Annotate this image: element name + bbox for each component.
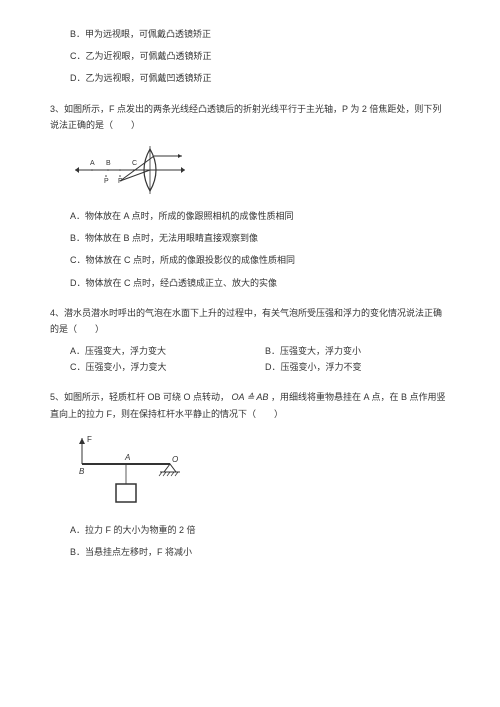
q3-option-b: B．物体放在 B 点时，无法用眼睛直接观察到像 [70, 230, 450, 246]
svg-text:F: F [87, 435, 92, 444]
q2-option-b: B．甲为远视眼，可佩戴凸透镜矫正 [70, 26, 450, 42]
q2-option-c: C．乙为近视眼，可佩戴凸透镜矫正 [70, 48, 450, 64]
q4-option-c: C．压强变小，浮力变大 [70, 359, 255, 375]
q3-option-c: C．物体放在 C 点时，所成的像跟投影仪的成像性质相同 [70, 252, 450, 268]
q4-options-row1: A．压强变大，浮力变大 B．压强变大，浮力变小 [50, 343, 450, 359]
q3-figure: A B C P F [70, 143, 450, 198]
svg-text:C: C [132, 160, 137, 167]
q4-option-b: B．压强变大，浮力变小 [265, 343, 450, 359]
svg-text:B: B [106, 160, 111, 167]
svg-text:F: F [118, 178, 122, 185]
q4-option-d: D．压强变小，浮力不变 [265, 359, 450, 375]
svg-text:P: P [104, 178, 109, 185]
svg-text:A: A [90, 160, 95, 167]
q5-stem-pre: 5、如图所示，轻质杠杆 OB 可绕 O 点转动， [50, 392, 229, 402]
q5-stem-relation: OA ≙ AB [232, 392, 269, 402]
q2-option-d: D．乙为远视眼，可佩戴凹透镜矫正 [70, 70, 450, 86]
q5-figure: F A O B [70, 432, 450, 512]
svg-text:A: A [124, 453, 130, 462]
q5-option-b: B．当悬挂点左移时，F 将减小 [70, 544, 450, 560]
q3-stem: 3、如图所示，F 点发出的两条光线经凸透镜后的折射光线平行于主光轴，P 为 2 … [50, 101, 450, 133]
q3-option-a: A．物体放在 A 点时，所成的像跟照相机的成像性质相同 [70, 208, 450, 224]
q4-options-row2: C．压强变小，浮力变大 D．压强变小，浮力不变 [50, 359, 450, 375]
svg-text:O: O [172, 455, 178, 464]
q5-stem: 5、如图所示，轻质杠杆 OB 可绕 O 点转动， OA ≙ AB ，用细线将重物… [50, 389, 450, 421]
q5-option-a: A．拉力 F 的大小为物重的 2 倍 [70, 522, 450, 538]
q4-option-a: A．压强变大，浮力变大 [70, 343, 255, 359]
q4-stem: 4、潜水员潜水时呼出的气泡在水面下上升的过程中，有关气泡所受压强和浮力的变化情况… [50, 305, 450, 337]
q3-option-d: D．物体放在 C 点时，经凸透镜成正立、放大的实像 [70, 275, 450, 291]
svg-text:B: B [79, 467, 85, 476]
